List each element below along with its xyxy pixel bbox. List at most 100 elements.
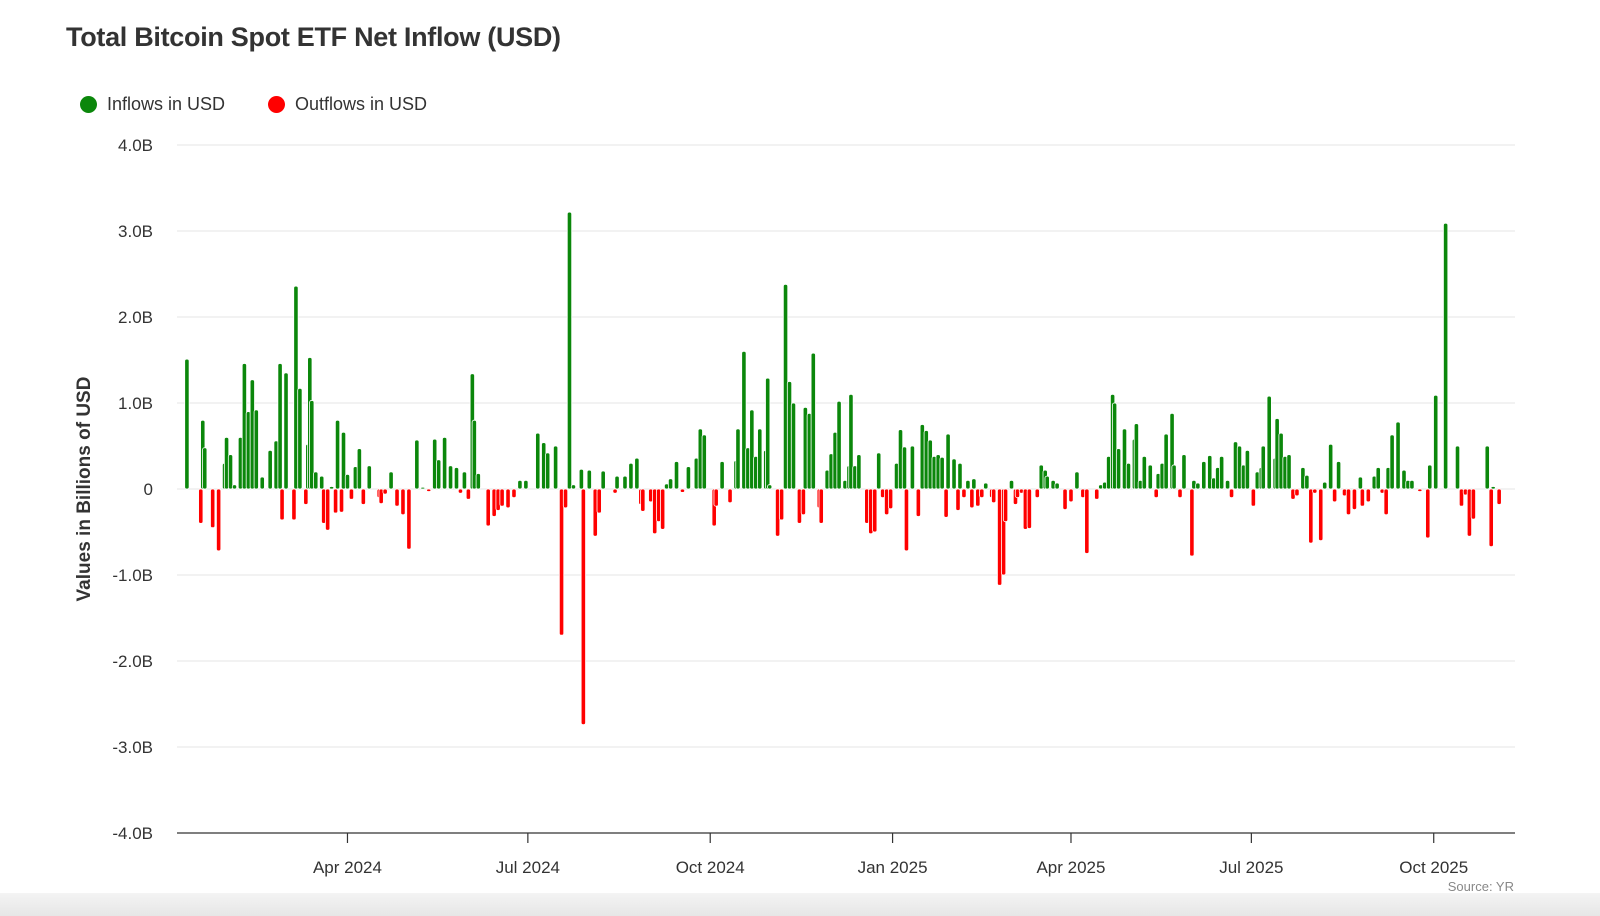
- outflow-bar: [1189, 488, 1195, 557]
- outflow-bar: [640, 488, 646, 512]
- outflow-bar: [279, 488, 285, 521]
- x-tick-label: Oct 2025: [1399, 858, 1468, 877]
- y-tick-label: 1.0B: [118, 394, 153, 413]
- inflow-bar: [790, 402, 797, 490]
- outflow-bar: [505, 488, 511, 509]
- inflow-bar: [1454, 445, 1461, 490]
- inflow-bar: [1125, 462, 1132, 490]
- inflow-bar: [334, 419, 341, 490]
- inflow-bar: [523, 479, 529, 490]
- inflow-bar: [297, 387, 303, 490]
- outflow-bar: [511, 488, 517, 498]
- inflow-bar: [1171, 464, 1177, 490]
- inflow-bar: [553, 445, 559, 490]
- inflow-bar: [836, 400, 842, 490]
- inflow-bar: [259, 476, 265, 490]
- y-tick-label: 3.0B: [118, 222, 153, 241]
- inflow-bar: [634, 457, 640, 490]
- legend-label-outflows: Outflows in USD: [295, 94, 428, 114]
- inflow-bar: [340, 431, 347, 490]
- outflow-bar: [1034, 488, 1040, 498]
- inflow-dot-icon: [80, 96, 97, 113]
- inflow-bar: [757, 428, 763, 490]
- inflow-bar: [1389, 434, 1395, 490]
- inflow-bar: [901, 446, 908, 490]
- outflow-bar: [872, 488, 878, 533]
- y-tick-label: -1.0B: [112, 566, 153, 585]
- inflow-bar: [1304, 474, 1310, 490]
- inflow-bar: [856, 454, 862, 490]
- inflow-bar: [447, 465, 454, 490]
- x-tick-label: Jan 2025: [858, 858, 928, 877]
- y-axis-label: Values in Billions of USD: [74, 377, 95, 602]
- outflow-bar: [1312, 488, 1318, 494]
- inflow-bar: [1335, 461, 1342, 490]
- outflow-bar: [1094, 488, 1100, 500]
- inflow-bar: [1181, 454, 1187, 490]
- outflow-bar: [1062, 488, 1068, 511]
- outflow-bar: [1417, 488, 1423, 492]
- inflow-bar: [719, 461, 725, 490]
- outflow-bar: [485, 488, 491, 527]
- inflow-bar: [253, 409, 259, 490]
- inflow-bar: [366, 465, 372, 490]
- inflow-bar: [848, 393, 854, 490]
- outflow-bar: [1365, 488, 1371, 503]
- outflow-dot-icon: [268, 96, 285, 113]
- outflow-bar: [915, 488, 921, 517]
- outflow-bar: [979, 488, 985, 498]
- inflow-bar: [1357, 476, 1363, 490]
- outflow-bar: [1177, 488, 1183, 498]
- legend-item-inflows[interactable]: Inflows in USD: [80, 94, 225, 115]
- inflow-bar: [517, 479, 523, 490]
- outflow-bar: [558, 488, 565, 636]
- outflow-bar: [406, 488, 412, 550]
- outflow-bar: [1383, 488, 1389, 516]
- outflow-bar: [903, 488, 910, 552]
- inflow-bar: [1484, 445, 1490, 490]
- inflow-bar: [1121, 428, 1128, 490]
- inflow-bar: [184, 358, 190, 490]
- outflow-bar: [1318, 488, 1324, 541]
- outflow-bar: [210, 488, 216, 529]
- inflow-bar: [1409, 479, 1415, 490]
- outflow-bar: [660, 488, 666, 530]
- inflow-bar: [1074, 471, 1080, 490]
- outflow-bar: [778, 488, 785, 521]
- legend-item-outflows[interactable]: Outflows in USD: [268, 94, 427, 115]
- outflow-bar: [1345, 488, 1352, 516]
- outflow-bar: [382, 488, 388, 495]
- outflow-bar: [465, 488, 471, 500]
- inflow-bar: [1375, 467, 1381, 490]
- outflow-bar: [888, 488, 894, 510]
- outflow-bar: [1351, 488, 1358, 511]
- outflow-bar: [580, 488, 586, 726]
- y-tick-label: 0: [144, 480, 153, 499]
- inflow-bar: [461, 471, 468, 490]
- inflow-bar: [810, 352, 816, 490]
- outflow-bar: [457, 488, 464, 494]
- inflow-bar: [1207, 455, 1213, 490]
- outflow-bar: [596, 488, 602, 514]
- inflow-bar: [614, 475, 620, 490]
- outflow-bar: [325, 488, 331, 531]
- inflow-bar: [741, 350, 747, 490]
- outflow-bar: [1068, 488, 1074, 503]
- inflow-bar: [313, 471, 319, 490]
- outflow-bar: [1228, 488, 1235, 498]
- inflow-bar: [319, 475, 325, 490]
- source-credit: Source: YR: [1447, 879, 1514, 894]
- outflow-bar: [360, 488, 366, 505]
- outflow-bar: [1250, 488, 1256, 507]
- x-tick-label: Jul 2025: [1219, 858, 1283, 877]
- x-axis: Apr 2024 Jul 2024 Oct 2024 Jan 2025 Apr 2025…: [177, 832, 1515, 877]
- inflow-bar: [749, 409, 755, 490]
- inflow-bar: [453, 467, 460, 490]
- inflow-bar: [1008, 479, 1015, 490]
- inflow-bar: [1443, 222, 1449, 490]
- inflow-bar: [227, 454, 234, 490]
- inflow-bar: [475, 473, 481, 490]
- inflow-bar: [283, 372, 289, 490]
- outflow-bar: [1470, 488, 1476, 520]
- inflow-bar: [202, 447, 208, 490]
